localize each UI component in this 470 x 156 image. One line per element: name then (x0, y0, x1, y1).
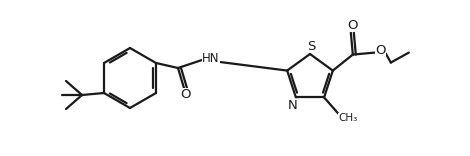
Text: O: O (181, 88, 191, 102)
Text: HN: HN (202, 51, 220, 64)
Text: S: S (307, 39, 315, 53)
Text: N: N (288, 99, 298, 112)
Text: O: O (348, 19, 358, 32)
Text: O: O (376, 44, 386, 57)
Text: CH₃: CH₃ (338, 113, 358, 123)
